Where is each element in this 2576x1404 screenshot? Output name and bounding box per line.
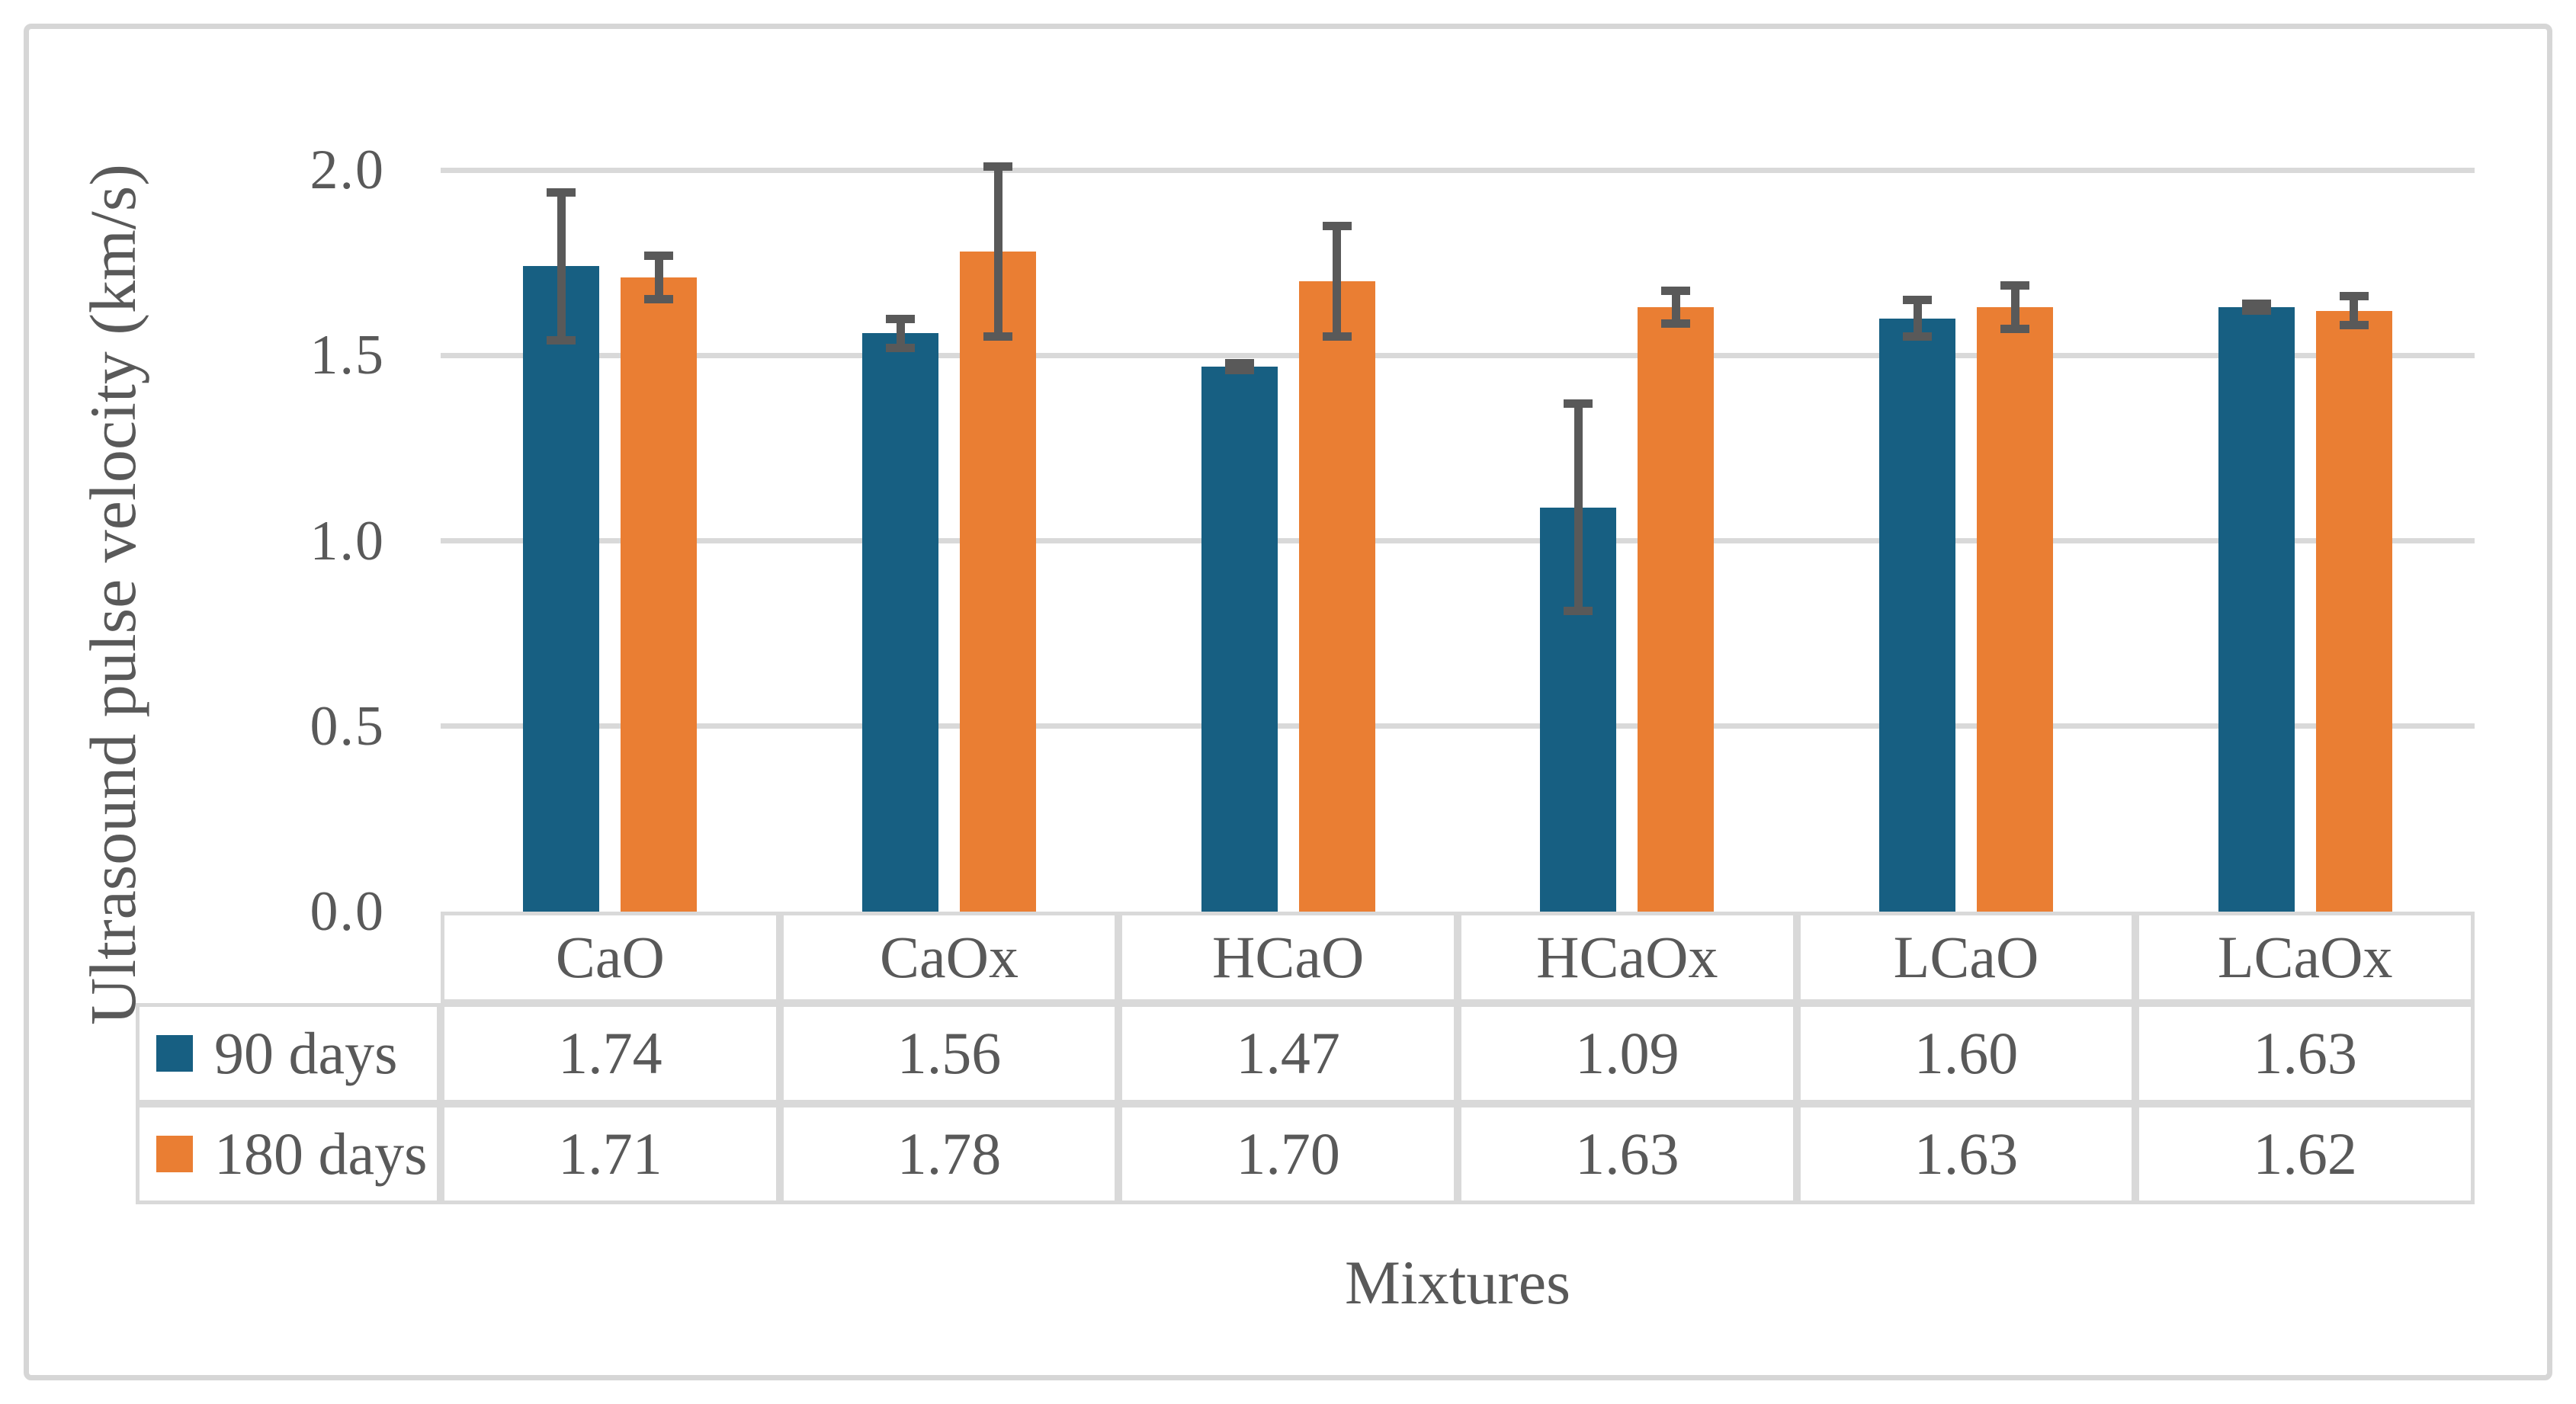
y-tick-label: 2.0 [310,139,385,201]
error-bar-cap-top [2241,300,2271,309]
y-tick-label: 0.5 [310,694,385,758]
error-bar-cap-bottom [1564,606,1593,615]
value-cell-180-days-CaOx: 1.78 [779,1104,1119,1204]
error-bar-cap-top [886,314,915,323]
bar-90-days-CaO [523,266,600,912]
bar-180-days-CaOx [960,252,1036,912]
bar-90-days-LCaOx [2218,307,2295,912]
value-cell-90-days-LCaOx: 1.63 [2135,1003,2475,1104]
value-cell-180-days-HCaOx: 1.63 [1458,1104,1797,1204]
error-bar-cap-bottom [2339,321,2369,330]
error-bar-cap-top [1661,287,1691,296]
error-bar-line [1333,225,1342,337]
category-header-cell: CaO [441,912,780,1003]
error-bar-cap-top [644,251,674,260]
legend-cell-90-days: 90 days [136,1003,441,1104]
value-cell-180-days-CaO: 1.71 [441,1104,780,1204]
bar-180-days-LCaOx [2315,310,2392,912]
bar-180-days-CaO [621,277,698,912]
legend-cell-180-days: 180 days [136,1104,441,1204]
x-axis-title: Mixtures [1344,1248,1571,1317]
error-bar-cap-bottom [886,343,915,352]
error-bar-line [557,192,566,341]
legend-swatch-180-days [156,1136,193,1172]
value-cell-180-days-LCaO: 1.63 [1796,1104,2136,1204]
gridline [441,352,2475,358]
category-header-cell: CaOx [779,912,1119,1003]
error-bar-line [654,255,663,300]
bar-180-days-HCaOx [1638,307,1715,912]
bar-180-days-HCaO [1298,280,1375,912]
error-bar-cap-top [1903,296,1932,305]
legend-label: 90 days [214,1020,398,1086]
bar-90-days-CaOx [862,333,938,912]
bar-180-days-LCaO [1977,307,2053,912]
error-bar-line [1913,300,1922,337]
legend-swatch-90-days [156,1035,193,1072]
error-bar-cap-top [983,162,1012,171]
error-bar-cap-bottom [983,332,1012,341]
error-bar-cap-top [2339,292,2369,301]
value-cell-90-days-HCaO: 1.47 [1118,1003,1458,1104]
y-tick-label: 1.0 [310,509,385,572]
error-bar-cap-top [1322,221,1352,230]
error-bar-cap-top [1564,399,1593,409]
value-cell-180-days-HCaO: 1.70 [1118,1104,1458,1204]
error-bar-line [2010,284,2019,330]
error-bar-line [993,166,1002,337]
legend-label: 180 days [214,1120,428,1187]
y-tick-label: 1.5 [310,324,385,387]
category-header-cell: LCaOx [2135,912,2475,1003]
error-bar-cap-bottom [1661,319,1691,328]
error-bar-cap-bottom [2241,306,2271,315]
category-header-cell: HCaOx [1458,912,1797,1003]
error-bar-line [1671,290,1680,324]
value-cell-90-days-CaOx: 1.56 [779,1003,1119,1104]
y-tick-label: 0.0 [310,880,385,943]
value-cell-90-days-HCaOx: 1.09 [1458,1003,1797,1104]
value-cell-90-days-CaO: 1.74 [441,1003,780,1104]
category-header-cell: LCaO [1796,912,2136,1003]
gridline [441,723,2475,729]
error-bar-cap-bottom [644,295,674,304]
error-bar-cap-top [547,188,576,197]
error-bar-cap-bottom [2000,325,2029,334]
error-bar-line [2350,296,2359,326]
category-header-cell: HCaO [1118,912,1458,1003]
error-bar-line [1574,403,1583,611]
error-bar-cap-top [2000,280,2029,290]
error-bar-cap-bottom [1322,332,1352,341]
error-bar-cap-bottom [547,335,576,345]
value-cell-180-days-LCaOx: 1.62 [2135,1104,2475,1204]
error-bar-cap-bottom [1224,365,1254,374]
error-bar-line [896,318,905,348]
bar-90-days-LCaO [1879,318,1955,912]
gridline [441,167,2475,173]
error-bar-cap-bottom [1903,332,1932,341]
error-bar-cap-top [1224,358,1254,367]
bar-90-days-HCaO [1201,366,1278,912]
gridline [441,538,2475,543]
value-cell-90-days-LCaO: 1.60 [1796,1003,2136,1104]
